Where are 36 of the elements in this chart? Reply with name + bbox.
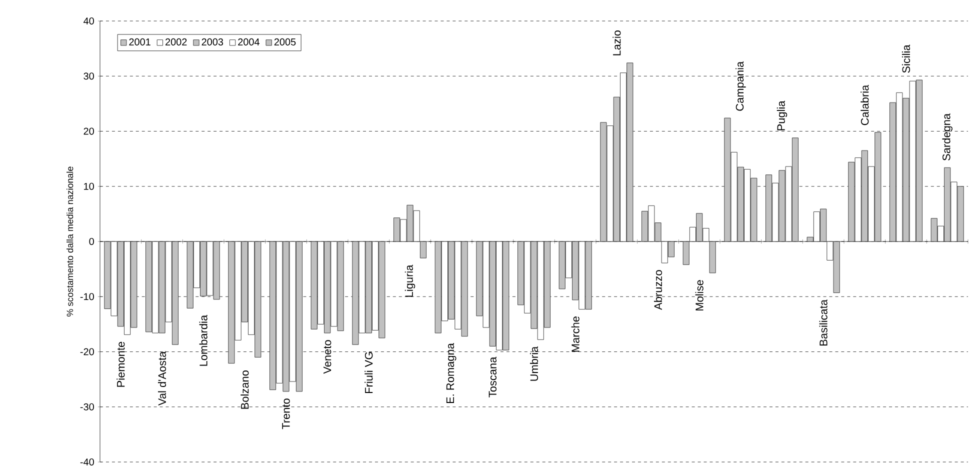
x-tick-label: E. Romagna (446, 343, 456, 404)
x-tick-label: Piemonte (116, 342, 125, 387)
x-tick-label: Calabria (860, 84, 869, 126)
x-tick-label: Liguria (404, 264, 416, 297)
x-tick-label: Umbria (530, 346, 538, 381)
y-tick-label: 0 (89, 238, 94, 246)
y-tick-label: 20 (84, 128, 94, 135)
x-tick-label: Basilicata (819, 299, 828, 346)
legend-label: 2001 (129, 38, 150, 46)
y-tick-label: -30 (80, 403, 94, 410)
x-tick-label: Sicilia (902, 44, 910, 73)
x-tick-label: Lombardia (199, 314, 208, 366)
y-tick-label: -40 (80, 458, 94, 466)
y-tick-label: -20 (80, 348, 94, 356)
x-tick-label: Marche (571, 316, 580, 352)
x-tick-label: Toscana (488, 356, 496, 398)
x-tick-label: Molise (695, 280, 704, 310)
x-tick-label: Trento (282, 398, 290, 430)
x-tick-label: Bolzano (240, 370, 249, 409)
x-tick-label: Friuli VG (364, 352, 373, 394)
x-tick-label: Lazio (612, 30, 621, 56)
x-tick-label: Campania (736, 61, 746, 111)
y-tick-label: 40 (84, 17, 94, 25)
y-tick-label: 10 (84, 182, 94, 190)
y-tick-label: 30 (84, 72, 94, 80)
legend-label: 2005 (274, 38, 296, 46)
x-tick-label: Veneto (324, 340, 332, 374)
y-tick-label: -10 (80, 293, 94, 300)
x-tick-label: Puglia (776, 100, 788, 130)
y-axis-title: % scostamento dalla media nazionale (66, 166, 74, 316)
legend-label: 2004 (238, 38, 260, 46)
legend-label: 2002 (166, 38, 187, 46)
x-tick-label: Abruzzo (654, 270, 662, 310)
x-tick-label: Val d'Aosta (158, 351, 166, 406)
x-tick-label: Sardegna (942, 113, 952, 160)
legend-label: 2003 (202, 38, 224, 46)
